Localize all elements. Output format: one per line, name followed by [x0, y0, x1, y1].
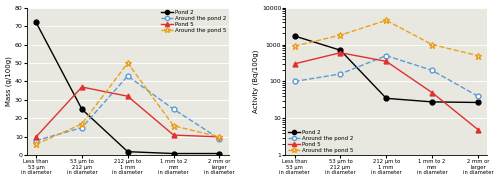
Y-axis label: Activity (Bq/100g): Activity (Bq/100g) — [252, 50, 259, 113]
Legend: Pond 2, Around the pond 2, Pond 5, Around the pond 5: Pond 2, Around the pond 2, Pond 5, Aroun… — [287, 129, 354, 154]
Legend: Pond 2, Around the pond 2, Pond 5, Around the pond 5: Pond 2, Around the pond 2, Pond 5, Aroun… — [160, 9, 227, 34]
Y-axis label: Mass (g/100g): Mass (g/100g) — [6, 56, 12, 106]
